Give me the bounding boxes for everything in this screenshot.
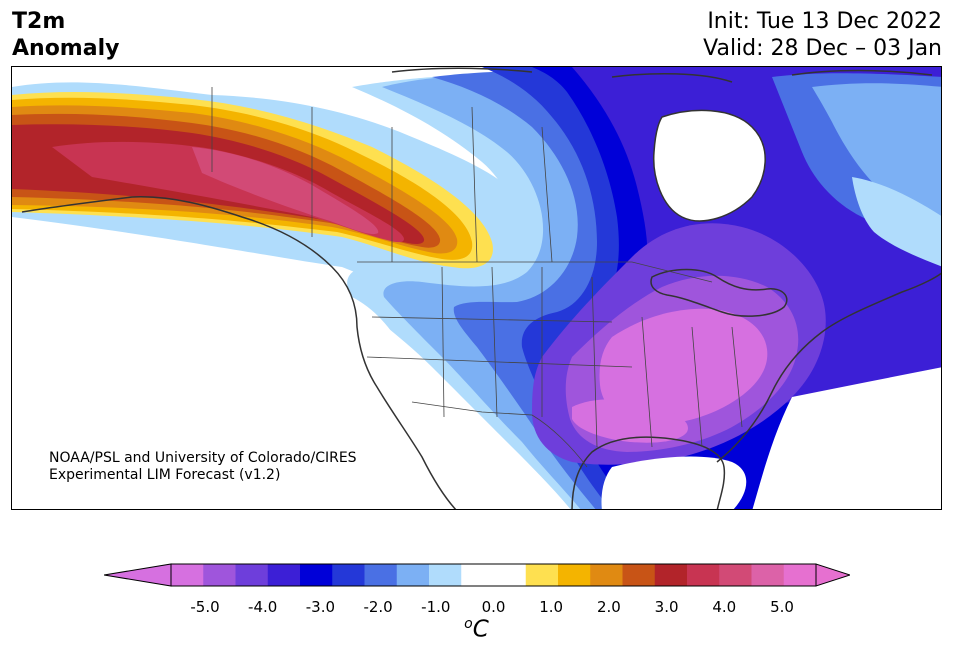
- title-line-1: T2m: [12, 9, 66, 34]
- valid-date-label: Valid: 28 Dec – 03 Jan: [703, 36, 942, 61]
- anomaly-map: NOAA/PSL and University of Colorado/CIRE…: [11, 66, 942, 510]
- colorbar-segment: [751, 564, 785, 586]
- colorbar-tick-label: -3.0: [305, 598, 336, 616]
- colorbar-segment: [687, 564, 720, 586]
- map-title: T2m Anomaly: [12, 8, 119, 62]
- colorbar-segment: [493, 564, 527, 586]
- coastlines: [21, 67, 941, 509]
- colorbar-segment: [300, 564, 333, 586]
- credit-line-2: Experimental LIM Forecast (v1.2): [49, 467, 281, 483]
- us-state-borders: [366, 266, 743, 448]
- colorbar-tick-label: 2.0: [596, 598, 621, 616]
- contour-6: [52, 141, 404, 243]
- colorbar-segment: [235, 564, 269, 586]
- neutral-atlantic: [752, 367, 941, 509]
- credit-line-1: NOAA/PSL and University of Colorado/CIRE…: [49, 450, 357, 466]
- warm-anomaly-field: [12, 82, 546, 309]
- political-borders: [211, 87, 743, 468]
- colorbar-segment: [396, 564, 430, 586]
- contour-7: [192, 147, 379, 235]
- colorbar-segment: [461, 564, 494, 586]
- colorbar-segment: [590, 564, 623, 586]
- us-mexico-border: [411, 401, 588, 468]
- forecast-dates: Init: Tue 13 Dec 2022 Valid: 28 Dec – 03…: [703, 8, 942, 62]
- credit-text: NOAA/PSL and University of Colorado/CIRE…: [49, 450, 357, 484]
- colorbar-segments: [171, 564, 817, 586]
- colorbar-segment: [654, 564, 688, 586]
- contour-neg-4-5: [599, 308, 768, 425]
- neutral-areas: [12, 110, 941, 509]
- coastline-east: [716, 272, 941, 463]
- neutral-west-coast: [12, 267, 442, 509]
- colorbar: [104, 563, 850, 587]
- colorbar-tick-label: 1.0: [539, 598, 564, 616]
- units-degree-sup: o: [464, 616, 473, 632]
- us-canada-border: [357, 261, 713, 283]
- colorbar-frame: [170, 563, 817, 587]
- colorbar-tick-label: 3.0: [654, 598, 679, 616]
- map-canvas: [12, 67, 941, 509]
- coastline-great-lakes: [650, 268, 788, 317]
- colorbar-tick-label: -2.0: [363, 598, 393, 616]
- colorbar-tick-label: -1.0: [421, 598, 451, 616]
- contour-neg-quebec-light: [812, 83, 941, 217]
- colorbar-segment: [525, 564, 559, 586]
- coastline-gulf: [571, 436, 726, 509]
- colorbar-segment: [267, 564, 301, 586]
- canada-province-borders: [211, 87, 553, 263]
- colorbar-segment: [558, 564, 591, 586]
- colorbar-tick-label: 0.0: [481, 598, 506, 616]
- coastline-arctic-islands: [391, 67, 933, 83]
- coastline-hudson-bay: [653, 109, 766, 222]
- title-line-2: Anomaly: [12, 36, 120, 61]
- contour-neg-labrador: [852, 177, 941, 267]
- colorbar-segment: [171, 564, 204, 586]
- colorbar-tick-label: 4.0: [712, 598, 737, 616]
- neutral-gulf: [601, 456, 747, 509]
- colorbar-segment: [622, 564, 656, 586]
- colorbar-over-arrow: [815, 563, 850, 587]
- colorbar-segment: [719, 564, 752, 586]
- contour-neg-4-5-south: [572, 399, 688, 443]
- colorbar-segment: [364, 564, 398, 586]
- coastline-west: [21, 196, 457, 509]
- colorbar-segment: [783, 564, 817, 586]
- colorbar-tick-label: 5.0: [770, 598, 794, 616]
- colorbar-tick-label: -4.0: [248, 598, 278, 616]
- neutral-hudson-bay: [653, 110, 766, 221]
- colorbar-tick-label: -5.0: [190, 598, 220, 616]
- units-main: C: [472, 616, 489, 643]
- colorbar-segment: [429, 564, 462, 586]
- colorbar-under-arrow: [104, 563, 172, 587]
- colorbar-segment: [332, 564, 365, 586]
- colorbar-units: oC: [0, 616, 953, 643]
- init-date-label: Init: Tue 13 Dec 2022: [707, 9, 942, 34]
- colorbar-segment: [203, 564, 236, 586]
